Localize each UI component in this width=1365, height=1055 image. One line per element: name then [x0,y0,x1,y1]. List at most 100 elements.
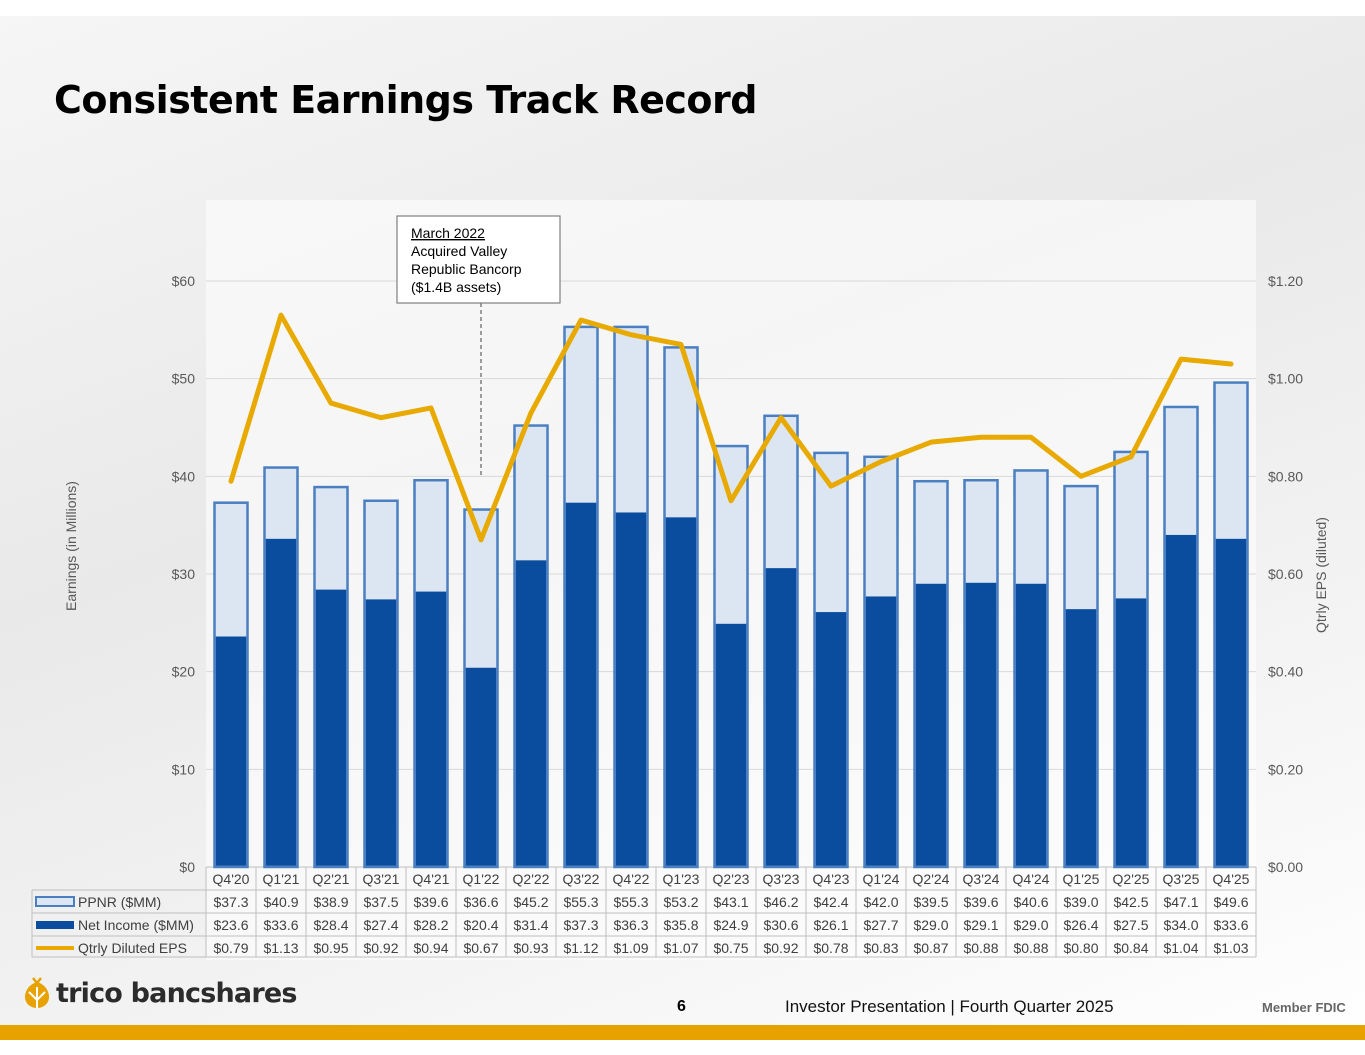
net-income-bar [415,591,447,866]
y-tick-label: $50 [172,371,196,387]
category-label: Q3'25 [1163,871,1200,887]
series-name: Net Income ($MM) [78,917,194,933]
eps-point [979,435,983,439]
data-label: $36.3 [613,917,648,933]
trico-logo-icon [25,977,49,1008]
annotation-line: Republic Bancorp [411,261,522,277]
data-label: $0.67 [463,940,498,956]
category-label: Q1'25 [1063,871,1100,887]
logo-text: trico bancshares [56,977,297,1009]
data-label: $36.6 [463,894,498,910]
net-income-bar [815,612,847,866]
eps-point [1029,435,1033,439]
net-income-bar [1065,609,1097,866]
data-label: $37.3 [563,917,598,933]
legend-key-ppnr [35,896,75,907]
category-label: Q2'25 [1113,871,1150,887]
data-label: $0.83 [863,940,898,956]
data-label: $28.2 [413,917,448,933]
category-label: Q4'25 [1213,871,1250,887]
y-tick-label: $30 [172,566,196,582]
net-income-bar [1215,538,1247,866]
net-income-bar [965,582,997,866]
data-label: $1.03 [1213,940,1248,956]
net-income-bar [215,636,247,866]
data-label: $43.1 [713,894,748,910]
y2-tick-label: $0.80 [1268,468,1303,484]
data-label: $40.6 [1013,894,1048,910]
data-label: $37.5 [363,894,398,910]
category-label: Q3'23 [763,871,800,887]
data-label: $0.84 [1113,940,1148,956]
net-income-bar [1115,598,1147,866]
annotation-line: Acquired Valley [411,243,507,259]
data-label: $38.9 [313,894,348,910]
net-income-bar [765,568,797,866]
data-label: $0.75 [713,940,748,956]
data-label: $37.3 [213,894,248,910]
annotation-line: ($1.4B assets) [411,279,501,295]
eps-point [279,313,283,317]
category-label: Q4'23 [813,871,850,887]
footer-gold-bar [0,1025,1365,1040]
data-label: $0.78 [813,940,848,956]
data-label: $39.6 [413,894,448,910]
data-label: $45.2 [513,894,548,910]
eps-point [529,411,533,415]
category-label: Q1'22 [463,871,500,887]
data-label: $0.93 [513,940,548,956]
y2-tick-label: $1.00 [1268,371,1303,387]
data-label: $23.6 [213,917,248,933]
net-income-bar [615,512,647,866]
eps-point [429,406,433,410]
data-label: $47.1 [1163,894,1198,910]
y2-tick-label: $1.20 [1268,273,1303,289]
category-label: Q2'23 [713,871,750,887]
category-label: Q1'23 [663,871,700,887]
category-label: Q4'21 [413,871,450,887]
data-label: $28.4 [313,917,348,933]
data-label: $40.9 [263,894,298,910]
data-label: $1.04 [1163,940,1198,956]
y-axis-title: Earnings (in Millions) [63,481,79,611]
net-income-bar [1165,534,1197,866]
presentation-label: Investor Presentation | Fourth Quarter 2… [785,997,1114,1016]
data-label: $1.12 [563,940,598,956]
data-label: $1.13 [263,940,298,956]
data-label: $35.8 [663,917,698,933]
data-label: $39.6 [963,894,998,910]
category-label: Q3'21 [363,871,400,887]
data-label: $1.09 [613,940,648,956]
net-income-bar [715,623,747,866]
footer-white-band [0,1040,1365,1055]
data-label: $30.6 [763,917,798,933]
data-label: $0.88 [1013,940,1048,956]
net-income-bar [865,596,897,866]
series-name: Qtrly Diluted EPS [78,940,187,956]
eps-point [329,401,333,405]
company-logo: trico bancshares [22,976,297,1010]
data-label: $49.6 [1213,894,1248,910]
eps-point [629,333,633,337]
y-tick-label: $10 [172,761,196,777]
data-label: $27.7 [863,917,898,933]
data-label: $0.94 [413,940,448,956]
eps-point [379,416,383,420]
data-label: $46.2 [763,894,798,910]
eps-point [1229,362,1233,366]
data-label: $0.87 [913,940,948,956]
annotation-box [396,215,561,304]
category-label: Q4'24 [1013,871,1050,887]
y-tick-label: $20 [172,664,196,680]
data-label: $0.92 [763,940,798,956]
data-label: $55.3 [563,894,598,910]
y2-tick-label: $0.00 [1268,859,1303,875]
eps-point [829,484,833,488]
data-label: $39.5 [913,894,948,910]
data-label: $33.6 [1213,917,1248,933]
y2-tick-label: $0.20 [1268,761,1303,777]
category-label: Q2'22 [513,871,550,887]
data-label: $34.0 [1163,917,1198,933]
data-label: $0.88 [963,940,998,956]
data-label: $53.2 [663,894,698,910]
